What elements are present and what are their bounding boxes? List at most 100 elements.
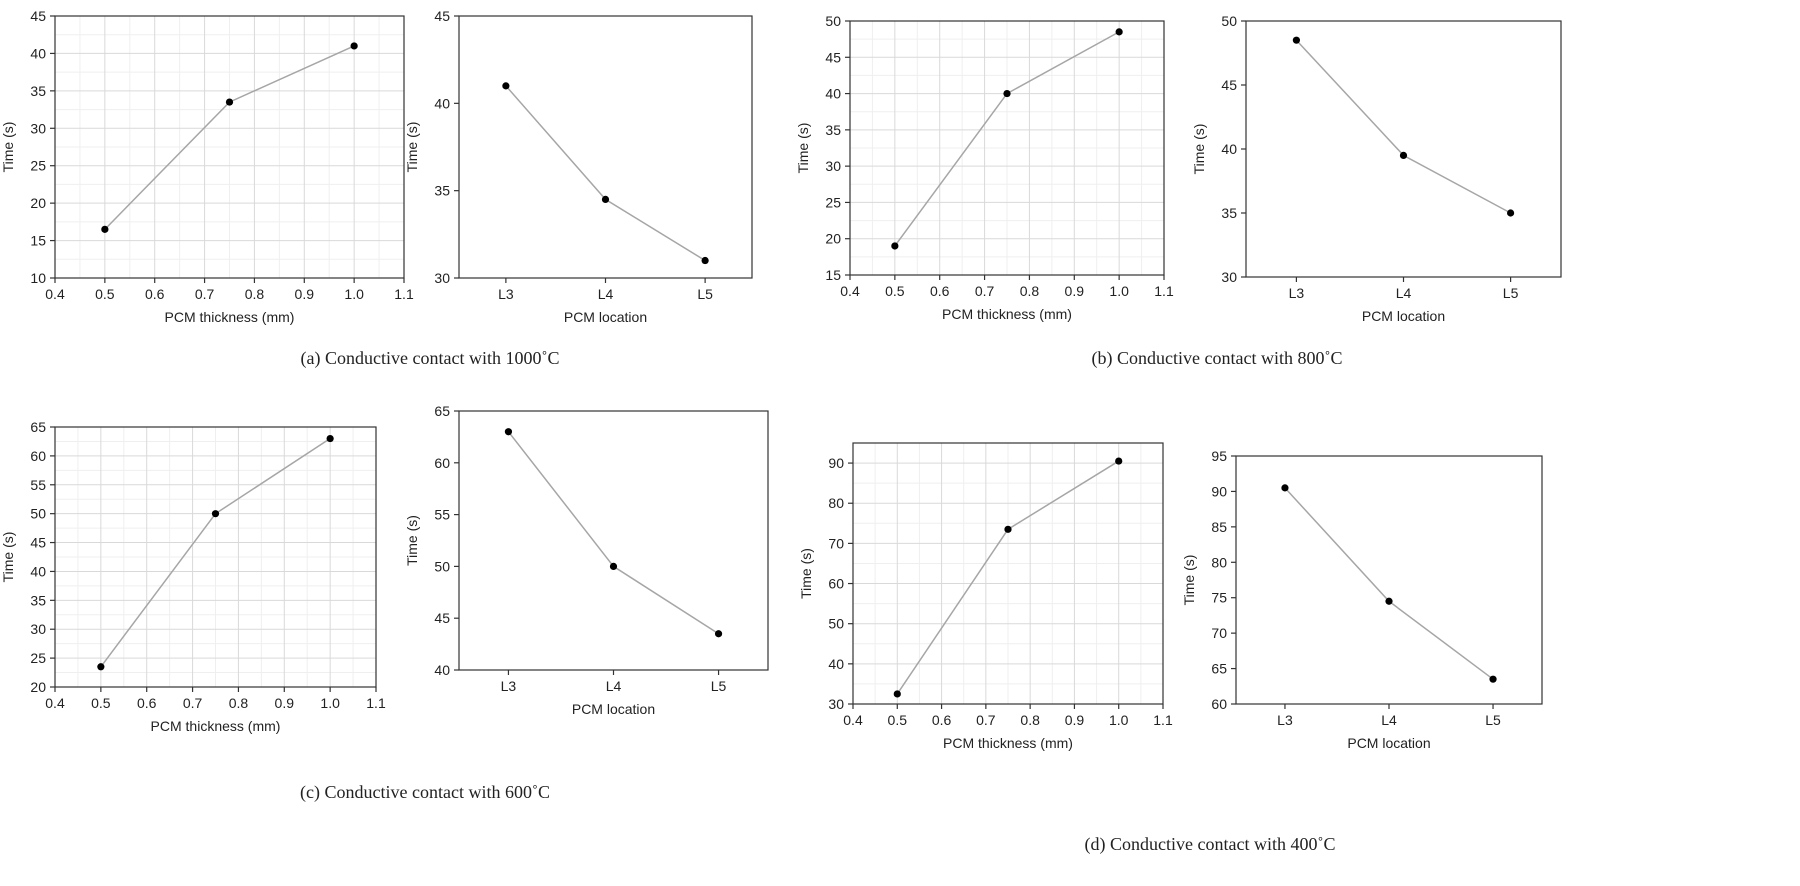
x-tick-label: L5 <box>711 678 727 694</box>
x-tick-label: 0.5 <box>95 286 115 302</box>
y-tick-label: 40 <box>825 86 841 102</box>
caption-c: (c) Conductive contact with 600˚C <box>300 782 550 803</box>
chart-c2-time-vs-location: 40 45 50 55 60 65 L3 L4 L5 PCM location Time (s) <box>404 403 769 717</box>
y-tick-label: 25 <box>825 194 841 210</box>
y-tick-label: 45 <box>434 8 450 24</box>
data-point <box>350 42 358 50</box>
y-tick-label: 55 <box>30 477 46 493</box>
x-tick-label: L3 <box>1289 285 1305 301</box>
x-tick-label: 1.0 <box>344 286 364 302</box>
data-point <box>1399 151 1408 159</box>
series-line <box>1284 487 1494 680</box>
y-tick-label: 65 <box>30 419 46 435</box>
data-point <box>1003 89 1011 98</box>
x-axis-title: PCM thickness (mm) <box>942 306 1072 322</box>
data-point <box>1292 36 1300 44</box>
y-tick-label: 45 <box>30 8 46 24</box>
y-tick-label: 95 <box>1211 448 1227 464</box>
data-point <box>1115 28 1123 36</box>
y-tick-label: 45 <box>1221 77 1237 93</box>
y-tick-label: 60 <box>30 448 46 464</box>
chart-c1-time-vs-thickness: 20 25 30 35 40 45 50 55 60 65 0.4 0.5 0.6 0.7 0.8 0.9 1.… <box>0 419 386 734</box>
plot-frame <box>1245 20 1562 278</box>
x-axis-title: PCM location <box>564 309 647 325</box>
x-tick-label: 0.6 <box>145 286 165 302</box>
data-point <box>97 663 105 671</box>
x-tick-label: L3 <box>1277 712 1293 728</box>
x-tick-label: 0.8 <box>1020 712 1040 728</box>
x-tick-label: L4 <box>598 286 614 302</box>
x-tick-label: 0.5 <box>91 695 111 711</box>
plot-frame <box>54 15 405 279</box>
y-tick-label: 35 <box>434 183 450 199</box>
y-tick-label: 50 <box>1221 13 1237 29</box>
x-tick-label: 0.4 <box>840 283 860 299</box>
data-point <box>504 428 513 436</box>
chart-d2-time-vs-location: 60 65 70 75 80 85 90 95 L3 L4 L5 PCM location Time (… <box>1181 448 1543 751</box>
y-tick-label: 70 <box>828 535 844 551</box>
x-axis-title: PCM location <box>1362 308 1445 324</box>
y-tick-label: 15 <box>825 267 841 283</box>
x-tick-label: L4 <box>1396 285 1412 301</box>
x-axis-title: PCM thickness (mm) <box>151 718 281 734</box>
plot-frame <box>1235 455 1543 705</box>
x-tick-label: 0.7 <box>183 695 203 711</box>
x-tick-label: 0.4 <box>45 695 65 711</box>
y-tick-label: 40 <box>434 662 450 678</box>
y-tick-label: 30 <box>30 621 46 637</box>
y-tick-label: 20 <box>825 231 841 247</box>
y-tick-label: 20 <box>30 679 46 695</box>
y-tick-label: 20 <box>30 195 46 211</box>
caption-b: (b) Conductive contact with 800˚C <box>1092 348 1343 369</box>
x-tick-label: 0.5 <box>888 712 908 728</box>
data-point <box>502 82 510 90</box>
y-tick-label: 60 <box>434 455 450 471</box>
y-tick-label: 50 <box>434 558 450 574</box>
y-tick-label: 40 <box>828 656 844 672</box>
y-tick-label: 50 <box>825 13 841 29</box>
chart-d1-time-vs-thickness: 30 40 50 60 70 80 90 0.4 0.5 0.6 0.7 0.8 0.9 1.0 1.1 PC… <box>798 442 1173 751</box>
x-tick-label: 0.6 <box>930 283 950 299</box>
y-tick-label: 85 <box>1211 519 1227 535</box>
data-point <box>1115 457 1123 465</box>
y-axis-title: Time (s) <box>798 548 814 599</box>
data-point <box>893 690 901 698</box>
x-tick-label: 1.1 <box>1154 283 1174 299</box>
x-tick-label: 0.7 <box>976 712 996 728</box>
plot-frame <box>852 442 1164 705</box>
panel-c: 20 25 30 35 40 45 50 55 60 65 0.4 0.5 0.6 0.7 0.8 0.9 1.… <box>0 403 769 803</box>
x-tick-label: 0.4 <box>843 712 863 728</box>
x-tick-label: 1.0 <box>1109 712 1129 728</box>
y-tick-label: 40 <box>30 45 46 61</box>
x-tick-label: 0.8 <box>229 695 249 711</box>
data-point <box>701 256 709 265</box>
y-tick-label: 45 <box>30 535 46 551</box>
data-point <box>1385 597 1393 605</box>
data-point <box>225 98 234 106</box>
x-tick-label: 1.1 <box>366 695 386 711</box>
y-axis-title: Time (s) <box>795 123 811 174</box>
data-point <box>211 510 220 518</box>
data-point <box>326 434 334 443</box>
y-tick-label: 40 <box>30 563 46 579</box>
y-tick-label: 10 <box>30 270 46 286</box>
plot-frame <box>458 410 769 671</box>
y-tick-label: 90 <box>1211 483 1227 499</box>
x-axis-title: PCM thickness (mm) <box>165 309 295 325</box>
data-point <box>1489 675 1497 683</box>
panel-b: 15 20 25 30 35 40 45 50 0.4 0.5 0.6 0.7 0.8 0.9 1.0 1.1… <box>795 13 1562 369</box>
y-tick-label: 55 <box>434 507 450 523</box>
chart-a2-time-vs-location: 30 35 40 45 L3 L4 L5 PCM location Time (s) <box>404 8 753 325</box>
chart-b2-time-vs-location: 30 35 40 45 50 L3 L4 L5 PCM location Time (s) <box>1191 13 1562 324</box>
x-tick-label: 1.1 <box>394 286 414 302</box>
y-tick-label: 30 <box>30 120 46 136</box>
y-tick-label: 65 <box>1211 661 1227 677</box>
series-line <box>505 85 706 262</box>
series-line <box>1295 39 1511 214</box>
x-tick-label: 0.8 <box>1020 283 1040 299</box>
y-tick-label: 45 <box>434 610 450 626</box>
x-tick-label: 0.9 <box>1065 283 1085 299</box>
y-tick-label: 50 <box>828 616 844 632</box>
y-axis-title: Time (s) <box>1191 124 1207 175</box>
y-tick-label: 65 <box>434 403 450 419</box>
